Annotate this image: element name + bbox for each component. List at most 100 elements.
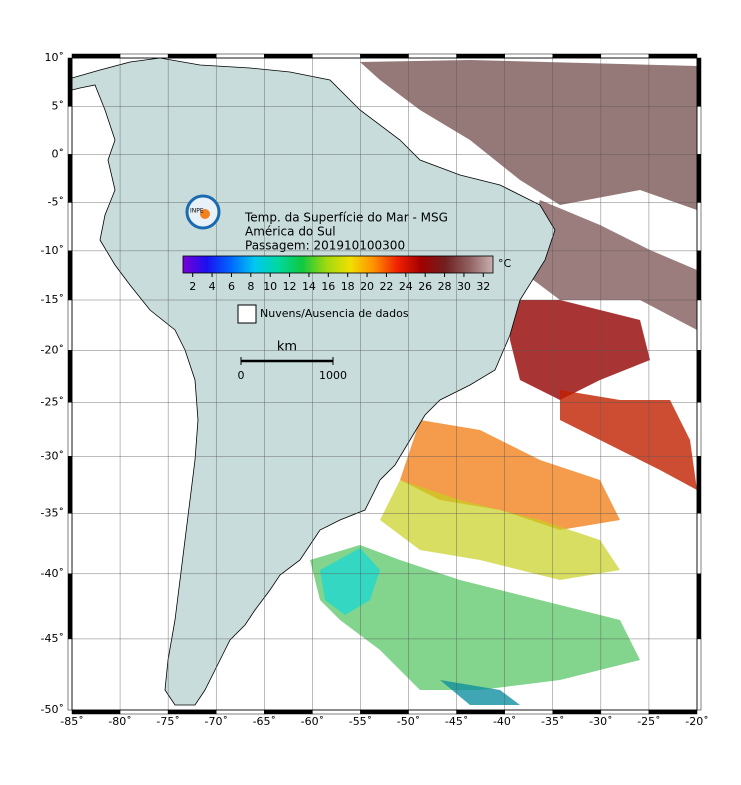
frame-segment: [696, 57, 702, 107]
frame-segment: [600, 709, 650, 715]
scale-bar: 0 1000: [238, 357, 347, 382]
frame-segment: [504, 709, 554, 715]
colorbar-ticks: 2 4 6 8 10 12 14 16 18 20 22 24 26 28 30 32: [189, 273, 490, 293]
legend-swatch: [237, 304, 257, 324]
x-tick-label: -55˚: [349, 715, 372, 728]
colorbar-tick-label: 6: [228, 280, 235, 293]
logo: INPE: [185, 194, 221, 230]
frame-segment: [67, 573, 73, 640]
frame-segment: [648, 709, 698, 715]
x-tick-label: -20˚: [685, 715, 708, 728]
colorbar-tick-label: 10: [263, 280, 277, 293]
frame-segment: [696, 513, 702, 575]
frame-segment: [67, 154, 73, 203]
frame-segment: [408, 709, 457, 715]
frame-segment: [360, 709, 409, 715]
x-tick-label: -60˚: [301, 715, 324, 728]
frame-segment: [696, 456, 702, 514]
x-tick-label: -50˚: [397, 715, 420, 728]
colorbar-tick-label: 14: [302, 280, 316, 293]
frame-segment: [552, 709, 602, 715]
y-tick-label: -25˚: [41, 395, 64, 408]
frame-segment: [71, 53, 121, 59]
colorbar: [182, 255, 494, 274]
colorbar-tick-label: 18: [341, 280, 355, 293]
frame-segment: [696, 638, 702, 711]
title-line: América do Sul: [245, 225, 336, 239]
x-tick-label: -30˚: [589, 715, 612, 728]
x-tick-label: -70˚: [204, 715, 227, 728]
frame-segment: [67, 57, 73, 107]
x-tick-label: -75˚: [156, 715, 179, 728]
frame-segment: [648, 53, 698, 59]
y-tick-label: -20˚: [41, 343, 64, 356]
frame-segment: [67, 250, 73, 301]
colorbar-tick-label: 24: [399, 280, 413, 293]
frame-segment: [67, 638, 73, 711]
title-line: Passagem: 201910100300: [245, 239, 405, 253]
legend-label: Nuvens/Ausencia de dados: [260, 307, 409, 320]
frame-segment: [264, 53, 313, 59]
frame-segment: [696, 250, 702, 301]
y-tick-label: 10˚: [45, 51, 65, 64]
x-tick-label: -80˚: [108, 715, 131, 728]
frame-segment: [456, 53, 505, 59]
colorbar-tick-label: 26: [418, 280, 432, 293]
frame-segment: [696, 106, 702, 155]
frame-segment: [696, 154, 702, 203]
y-tick-label: -10˚: [41, 244, 64, 257]
colorbar-tick-label: 20: [360, 280, 374, 293]
y-tick-label: -50˚: [41, 703, 64, 716]
frame-segment: [312, 53, 361, 59]
frame-segment: [215, 53, 265, 59]
x-tick-label: -35˚: [541, 715, 564, 728]
frame-segment: [167, 709, 217, 715]
scale-label: 0: [238, 369, 245, 382]
frame-segment: [67, 513, 73, 575]
colorbar-tick-label: 30: [457, 280, 471, 293]
frame-segment: [67, 456, 73, 514]
frame-segment: [456, 709, 505, 715]
frame-segment: [167, 53, 217, 59]
frame-segment: [71, 709, 121, 715]
frame-segment: [696, 573, 702, 640]
y-tick-label: -45˚: [41, 632, 64, 645]
colorbar-tick-label: 4: [209, 280, 216, 293]
frame: [67, 53, 702, 715]
x-tick-label: -65˚: [253, 715, 276, 728]
frame-segment: [600, 53, 650, 59]
frame-segment: [264, 709, 313, 715]
colorbar-tick-label: 8: [247, 280, 254, 293]
colorbar-tick-label: 2: [189, 280, 196, 293]
colorbar-tick-label: 32: [476, 280, 490, 293]
y-tick-label: 5˚: [52, 99, 65, 112]
frame-segment: [215, 709, 265, 715]
frame-segment: [696, 402, 702, 457]
x-tick-label: -85˚: [60, 715, 83, 728]
y-tick-label: -5˚: [48, 195, 64, 208]
frame-segment: [504, 53, 554, 59]
frame-border: [71, 57, 698, 711]
frame-segment: [552, 53, 602, 59]
frame-segment: [67, 106, 73, 155]
x-tick-label: -40˚: [493, 715, 516, 728]
y-tick-label: -35˚: [41, 506, 64, 519]
frame-segment: [696, 350, 702, 403]
colorbar-tick-label: 12: [283, 280, 297, 293]
colorbar-tick-label: 28: [438, 280, 452, 293]
frame-segment: [67, 202, 73, 252]
colorbar-tick-label: 22: [379, 280, 393, 293]
frame-segment: [360, 53, 409, 59]
scale-unit: km: [277, 340, 297, 355]
sst-patches: [310, 60, 697, 705]
frame-segment: [67, 350, 73, 403]
x-tick-label: -25˚: [637, 715, 660, 728]
scale-label: 1000: [319, 369, 347, 382]
colorbar-unit: °C: [498, 257, 512, 270]
y-tick-label: -30˚: [41, 449, 64, 462]
frame-segment: [312, 709, 361, 715]
frame-segment: [67, 402, 73, 457]
y-tick-label: 0˚: [52, 147, 65, 160]
frame-segment: [408, 53, 457, 59]
